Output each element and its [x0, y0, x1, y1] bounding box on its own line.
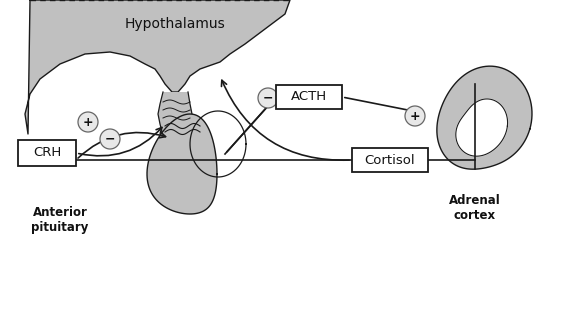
- Circle shape: [405, 106, 425, 126]
- Polygon shape: [437, 66, 532, 169]
- Text: Cortisol: Cortisol: [364, 154, 415, 167]
- Text: Adrenal
cortex: Adrenal cortex: [449, 194, 501, 222]
- Text: +: +: [82, 115, 93, 129]
- Text: −: −: [105, 133, 115, 145]
- Circle shape: [100, 129, 120, 149]
- FancyBboxPatch shape: [352, 148, 428, 172]
- Polygon shape: [158, 92, 192, 139]
- Text: Anterior
pituitary: Anterior pituitary: [31, 206, 89, 234]
- Text: −: −: [263, 91, 273, 105]
- Text: Hypothalamus: Hypothalamus: [125, 17, 225, 31]
- FancyBboxPatch shape: [18, 140, 76, 166]
- Circle shape: [78, 112, 98, 132]
- Text: +: +: [410, 110, 420, 122]
- Polygon shape: [25, 0, 290, 134]
- Text: ACTH: ACTH: [291, 90, 327, 103]
- FancyBboxPatch shape: [276, 85, 342, 109]
- Polygon shape: [147, 114, 217, 214]
- Circle shape: [258, 88, 278, 108]
- Polygon shape: [190, 111, 246, 177]
- Polygon shape: [456, 99, 507, 156]
- Text: CRH: CRH: [33, 146, 61, 159]
